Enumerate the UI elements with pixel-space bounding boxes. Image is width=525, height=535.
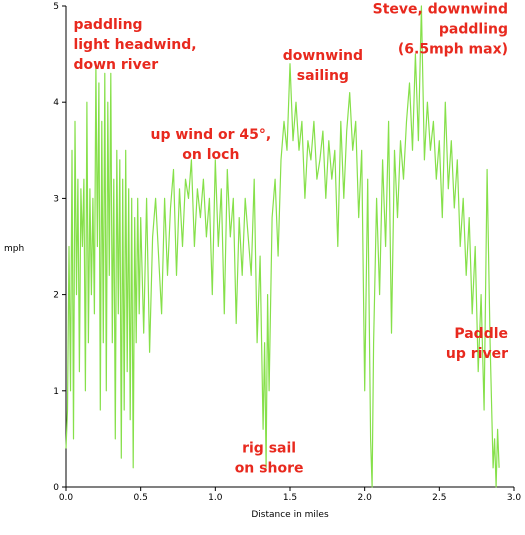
- annotation-text: up river: [446, 346, 508, 362]
- x-tick-label: 2.5: [432, 493, 446, 503]
- y-tick-label: 3: [53, 194, 59, 204]
- annotation-text: paddling: [439, 22, 508, 38]
- y-tick-label: 4: [53, 98, 59, 108]
- x-tick-label: 0.5: [134, 493, 148, 503]
- annotation-text: light headwind,: [73, 37, 196, 53]
- ticks: 0.0 0.5 1.0 1.5 2.0 2.5 3.0 0 1 2 3 4 5: [53, 2, 521, 503]
- speed-series-line: [65, 5, 500, 488]
- annotation-text: up wind or 45°,: [151, 127, 272, 143]
- annotations: paddling light headwind, down river up wind…: [73, 2, 508, 477]
- annotation-text: on loch: [182, 147, 239, 163]
- annotation-text: sailing: [297, 68, 349, 84]
- x-tick-label: 2.0: [358, 493, 373, 503]
- x-tick-label: 1.5: [283, 493, 297, 503]
- annotation-text: Steve, downwind: [373, 2, 508, 18]
- x-tick-label: 0.0: [59, 493, 74, 503]
- annotation-text: down river: [73, 57, 158, 73]
- annotation-text: paddling: [73, 17, 142, 33]
- x-tick-label: 3.0: [507, 493, 522, 503]
- series-group: [65, 5, 500, 488]
- x-tick-label: 1.0: [208, 493, 223, 503]
- annotation-text: downwind: [283, 48, 363, 64]
- annotation-text: on shore: [235, 460, 304, 476]
- annotation-text: Paddle: [454, 326, 508, 342]
- y-tick-label: 5: [53, 2, 59, 12]
- x-axis-title: Distance in miles: [251, 510, 329, 520]
- y-tick-label: 2: [53, 291, 59, 301]
- y-axis-title: mph: [4, 244, 24, 254]
- y-tick-label: 1: [53, 387, 59, 397]
- y-tick-label: 0: [53, 483, 59, 493]
- annotation-text: rig sail: [242, 440, 296, 456]
- annotation-text: (6.5mph max): [398, 42, 508, 58]
